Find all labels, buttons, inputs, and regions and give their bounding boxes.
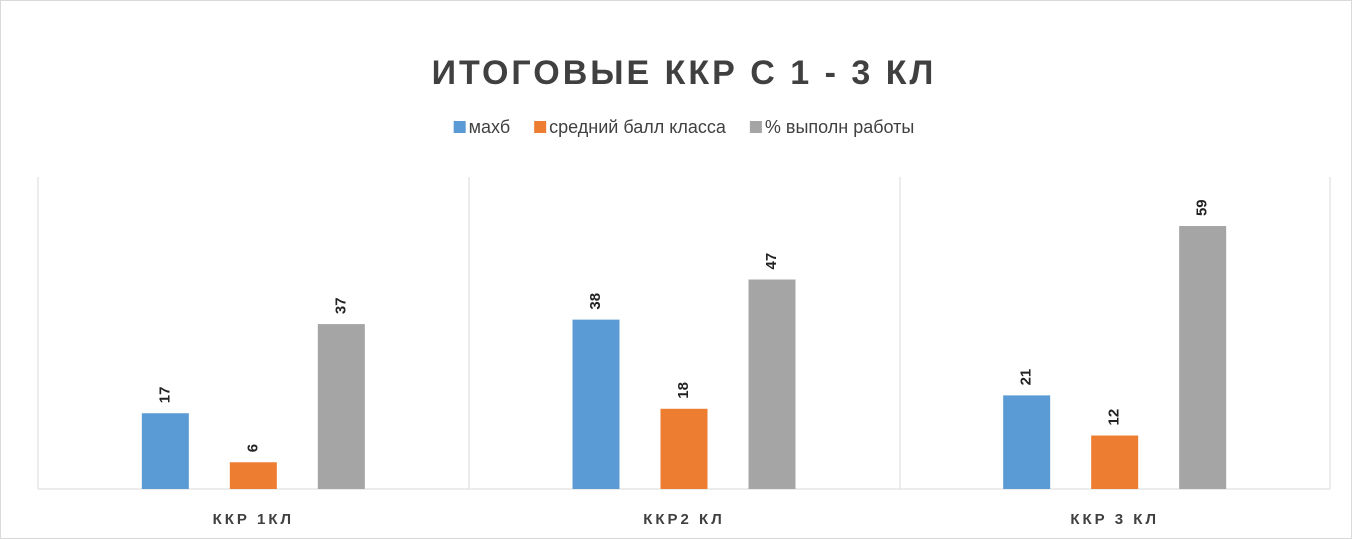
data-label: 18 [675,382,692,399]
bar [229,462,277,489]
dividers [37,177,1331,489]
data-label: 47 [763,253,780,270]
data-label: 37 [332,297,349,314]
x-tick-label: ККР 3 КЛ [1070,511,1159,528]
legend-swatch [534,121,547,133]
legend-swatch [749,121,762,133]
legend-label: % выполн работы [765,117,914,137]
legend-label: средний балл класса [549,117,727,137]
bar [141,413,189,489]
chart-title: ИТОГОВЫЕ ККР С 1 - 3 КЛ [432,54,937,92]
data-label: 21 [1018,369,1035,386]
bar [1003,395,1051,489]
bar [1179,226,1227,489]
bar [1091,435,1139,489]
bar [748,279,796,489]
data-label: 38 [587,293,604,310]
data-label: 17 [156,387,173,404]
bar [317,324,365,489]
bar [572,319,620,489]
x-tick-label: ККР 1КЛ [213,511,295,528]
data-label: 12 [1106,409,1123,426]
data-label: 59 [1194,199,1211,216]
data-label: 6 [244,444,261,452]
legend-label: махб [469,117,511,137]
x-tick-label: ККР2 КЛ [643,511,725,528]
bar [660,408,708,489]
legend-swatch [453,121,466,133]
